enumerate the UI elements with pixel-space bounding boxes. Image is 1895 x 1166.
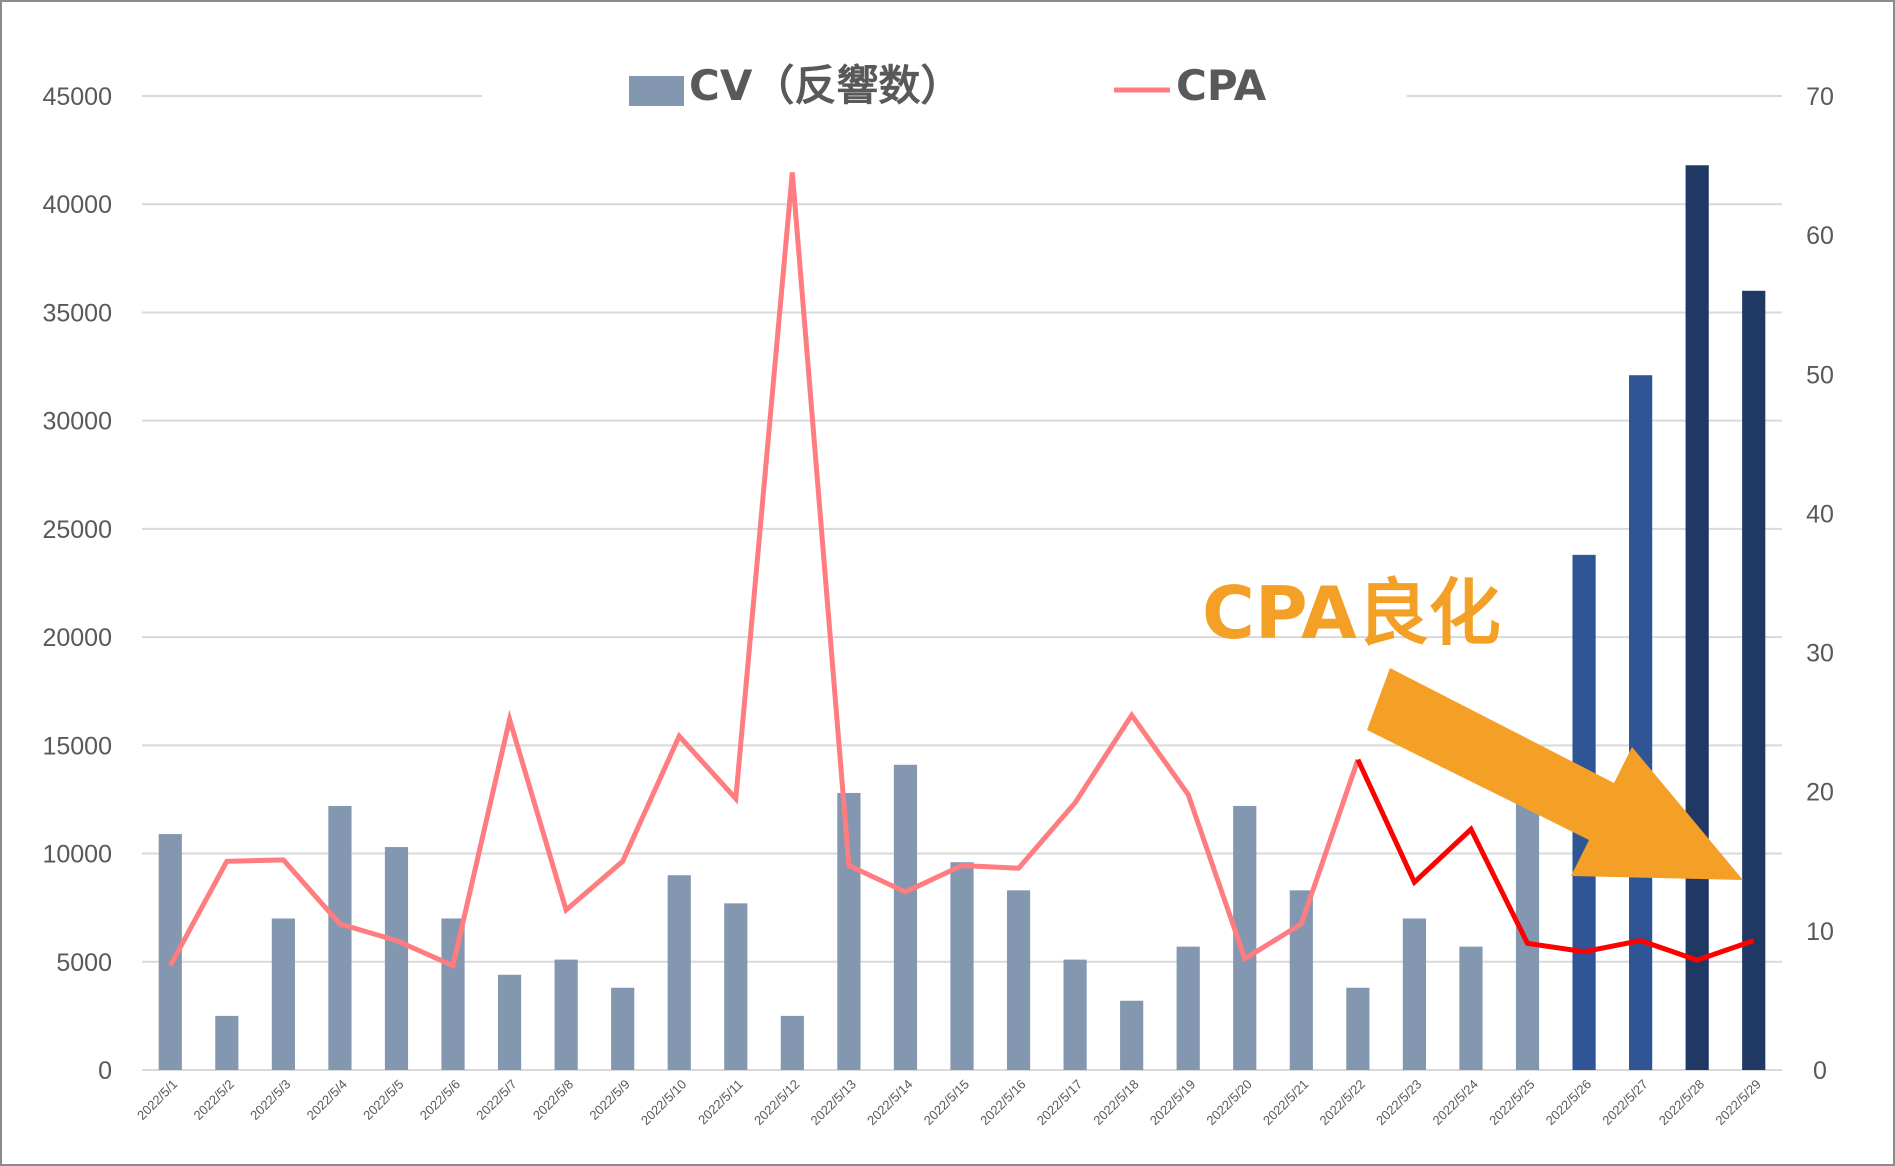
bar-cv [724,903,748,1070]
bar-cv [158,834,182,1070]
x-tick-label: 2022/5/28 [1656,1077,1708,1129]
x-tick-label: 2022/5/23 [1373,1077,1425,1129]
x-tick-label: 2022/5/7 [473,1077,519,1123]
cv-bars [158,165,1766,1071]
y-left-tick-label: 10000 [42,841,112,869]
bar-cv [667,875,691,1070]
legend-label-cpa: CPA [1176,61,1267,110]
cpa-line [168,172,1755,970]
y-right-tick-label: 20 [1806,779,1834,807]
cpa-series-line-highlight [1355,758,1755,963]
x-tick-label: 2022/5/26 [1543,1077,1595,1129]
bar-cv [1233,805,1257,1070]
x-axis-ticks: 2022/5/1 2022/5/2 2022/5/3 2022/5/4 2022/5/5… [134,1077,1764,1129]
bar-cv [554,959,578,1070]
y-right-tick-label: 70 [1806,83,1834,111]
y-right-tick-label: 60 [1806,222,1834,250]
bar-cv [611,987,635,1070]
x-tick-label: 2022/5/3 [247,1077,293,1123]
bar-cv [1515,797,1540,1070]
grid-lines [142,95,1782,1071]
annotation-cpa-improvement: CPA良化 [1202,571,1501,655]
x-tick-label: 2022/5/12 [751,1077,803,1129]
legend: CV（反響数） CPA [629,61,1267,110]
y-left-tick-label: 0 [98,1057,112,1085]
bar-cv [1120,1000,1144,1070]
x-tick-label: 2022/5/17 [1034,1077,1086,1129]
bar-cv [441,918,465,1070]
bar-cv [384,847,409,1070]
cpa-series-line [168,172,1361,970]
bar-cv [1742,290,1766,1070]
bar-cv [1629,375,1653,1070]
x-tick-label: 2022/5/14 [864,1077,916,1129]
x-tick-label: 2022/5/8 [530,1077,576,1123]
y-right-tick-label: 40 [1806,500,1834,528]
x-tick-label: 2022/5/2 [191,1077,237,1123]
x-tick-label: 2022/5/15 [921,1077,973,1129]
x-tick-label: 2022/5/13 [808,1077,860,1129]
y-left-tick-label: 20000 [42,624,112,652]
legend-label-cv: CV（反響数） [689,61,962,110]
annotation: CPA良化 [1202,571,1743,880]
bar-cv [497,974,522,1070]
y-left-tick-label: 15000 [42,732,112,760]
bar-cv [1459,946,1483,1070]
y-right-tick-label: 10 [1806,918,1834,946]
bar-cv [271,918,295,1070]
bar-cv [1685,165,1709,1071]
x-tick-label: 2022/5/4 [304,1077,350,1123]
y-right-tick-label: 30 [1806,640,1834,668]
x-tick-label: 2022/5/6 [417,1077,463,1123]
legend-swatch-cv [629,76,684,106]
bar-cv [1289,890,1313,1070]
y-left-tick-label: 40000 [42,191,112,219]
x-tick-label: 2022/5/24 [1430,1077,1482,1129]
x-tick-label: 2022/5/20 [1203,1077,1255,1129]
x-tick-label: 2022/5/25 [1486,1077,1538,1129]
x-tick-label: 2022/5/18 [1090,1077,1142,1129]
bar-cv [1346,987,1370,1070]
right-axis-ticks: 0 10 20 30 40 50 60 70 [1806,83,1834,1085]
x-tick-label: 2022/5/1 [134,1077,180,1123]
x-tick-label: 2022/5/11 [695,1077,746,1128]
bar-cv [1006,890,1031,1070]
bar-cv [780,1015,804,1070]
y-left-tick-label: 45000 [42,83,112,111]
y-right-tick-label: 0 [1813,1057,1827,1085]
x-tick-label: 2022/5/22 [1316,1077,1368,1129]
x-tick-label: 2022/5/27 [1599,1077,1651,1129]
bar-cv [328,805,352,1070]
y-right-tick-label: 50 [1806,361,1834,389]
x-tick-label: 2022/5/10 [638,1077,690,1129]
left-axis-ticks: 0 5000 10000 15000 20000 25000 30000 35000 40000… [42,83,112,1085]
x-tick-label: 2022/5/5 [360,1077,406,1123]
bar-cv [893,764,918,1070]
bar-cv [837,792,861,1070]
y-left-tick-label: 25000 [42,516,112,544]
arrow-icon [1367,668,1743,880]
y-left-tick-label: 35000 [42,299,112,327]
bar-cv [950,862,974,1070]
x-tick-label: 2022/5/19 [1147,1077,1199,1129]
y-left-tick-label: 5000 [56,949,112,977]
bar-cv [1402,918,1427,1070]
x-tick-label: 2022/5/9 [586,1077,632,1123]
x-tick-label: 2022/5/29 [1712,1077,1764,1129]
bar-cv [1176,946,1200,1070]
bar-cv [1063,959,1087,1070]
bar-cv [215,1015,239,1070]
x-tick-label: 2022/5/21 [1260,1077,1312,1129]
x-tick-label: 2022/5/16 [977,1077,1029,1129]
y-left-tick-label: 30000 [42,408,112,436]
